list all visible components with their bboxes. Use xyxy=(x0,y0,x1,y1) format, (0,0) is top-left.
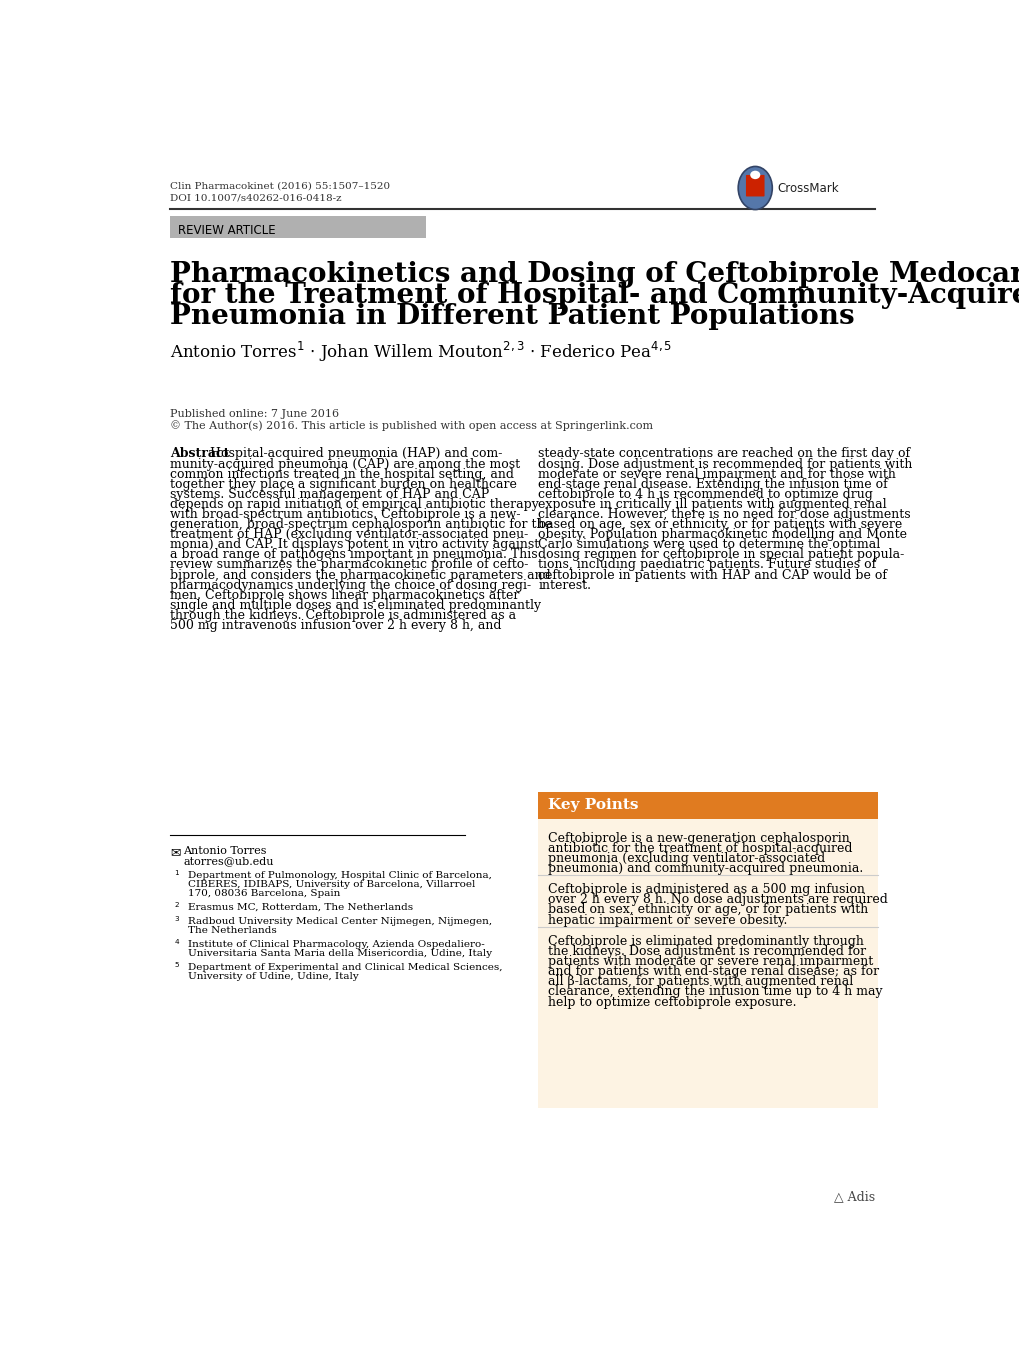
Text: $^{5}$: $^{5}$ xyxy=(174,963,180,973)
Ellipse shape xyxy=(750,171,759,179)
Text: moderate or severe renal impairment and for those with: moderate or severe renal impairment and … xyxy=(538,467,896,481)
Text: over 2 h every 8 h. No dose adjustments are required: over 2 h every 8 h. No dose adjustments … xyxy=(547,893,887,906)
Text: hepatic impairment or severe obesity.: hepatic impairment or severe obesity. xyxy=(547,913,786,927)
Text: Pharmacokinetics and Dosing of Ceftobiprole Medocaril: Pharmacokinetics and Dosing of Ceftobipr… xyxy=(170,262,1019,289)
Text: Abstract: Abstract xyxy=(170,447,229,461)
Text: pneumonia) and community-acquired pneumonia.: pneumonia) and community-acquired pneumo… xyxy=(547,862,862,875)
FancyBboxPatch shape xyxy=(538,820,876,1108)
Text: Erasmus MC, Rotterdam, The Netherlands: Erasmus MC, Rotterdam, The Netherlands xyxy=(187,902,413,912)
Text: the kidneys. Dose adjustment is recommended for: the kidneys. Dose adjustment is recommen… xyxy=(547,944,865,958)
Text: REVIEW ARTICLE: REVIEW ARTICLE xyxy=(177,224,275,237)
Text: review summarizes the pharmacokinetic profile of cefto-: review summarizes the pharmacokinetic pr… xyxy=(170,558,528,572)
Text: for the Treatment of Hospital- and Community-Acquired: for the Treatment of Hospital- and Commu… xyxy=(170,282,1019,309)
Text: single and multiple doses and is eliminated predominantly: single and multiple doses and is elimina… xyxy=(170,599,541,612)
Text: The Netherlands: The Netherlands xyxy=(187,925,276,935)
Text: all β-lactams, for patients with augmented renal: all β-lactams, for patients with augment… xyxy=(547,976,852,988)
Text: Institute of Clinical Pharmacology, Azienda Ospedaliero-: Institute of Clinical Pharmacology, Azie… xyxy=(187,940,484,950)
Text: Radboud University Medical Center Nijmegen, Nijmegen,: Radboud University Medical Center Nijmeg… xyxy=(187,917,491,927)
Text: Department of Pulmonology, Hospital Clinic of Barcelona,: Department of Pulmonology, Hospital Clin… xyxy=(187,871,491,879)
Text: steady-state concentrations are reached on the first day of: steady-state concentrations are reached … xyxy=(538,447,910,461)
Text: dosing regimen for ceftobiprole in special patient popula-: dosing regimen for ceftobiprole in speci… xyxy=(538,549,904,561)
Text: Ceftobiprole is administered as a 500 mg infusion: Ceftobiprole is administered as a 500 mg… xyxy=(547,883,863,896)
Text: systems. Successful management of HAP and CAP: systems. Successful management of HAP an… xyxy=(170,488,489,501)
Text: patients with moderate or severe renal impairment: patients with moderate or severe renal i… xyxy=(547,955,872,967)
Text: Clin Pharmacokinet (2016) 55:1507–1520: Clin Pharmacokinet (2016) 55:1507–1520 xyxy=(170,182,390,191)
Text: end-stage renal disease. Extending the infusion time of: end-stage renal disease. Extending the i… xyxy=(538,478,888,491)
Text: $^{4}$: $^{4}$ xyxy=(174,940,180,950)
Ellipse shape xyxy=(738,167,771,210)
Text: pneumonia (excluding ventilator-associated: pneumonia (excluding ventilator-associat… xyxy=(547,852,824,864)
Text: Carlo simulations were used to determine the optimal: Carlo simulations were used to determine… xyxy=(538,538,879,551)
Text: CrossMark: CrossMark xyxy=(776,182,838,195)
Text: Ceftobiprole is a new-generation cephalosporin: Ceftobiprole is a new-generation cephalo… xyxy=(547,832,849,844)
Text: 500 mg intravenous infusion over 2 h every 8 h, and: 500 mg intravenous infusion over 2 h eve… xyxy=(170,619,501,631)
Text: Published online: 7 June 2016: Published online: 7 June 2016 xyxy=(170,409,339,419)
Text: depends on rapid initiation of empirical antibiotic therapy: depends on rapid initiation of empirical… xyxy=(170,497,538,511)
Text: pharmacodynamics underlying the choice of dosing regi-: pharmacodynamics underlying the choice o… xyxy=(170,579,531,592)
Text: based on sex, ethnicity or age, or for patients with: based on sex, ethnicity or age, or for p… xyxy=(547,904,867,916)
Text: Ceftobiprole is eliminated predominantly through: Ceftobiprole is eliminated predominantly… xyxy=(547,935,862,947)
Text: common infections treated in the hospital setting, and: common infections treated in the hospita… xyxy=(170,467,514,481)
Text: Key Points: Key Points xyxy=(547,798,638,812)
Text: © The Author(s) 2016. This article is published with open access at Springerlink: © The Author(s) 2016. This article is pu… xyxy=(170,420,652,431)
Text: CIBERES, IDIBAPS, University of Barcelona, Villarroel: CIBERES, IDIBAPS, University of Barcelon… xyxy=(187,879,475,889)
Text: a broad range of pathogens important in pneumonia. This: a broad range of pathogens important in … xyxy=(170,549,537,561)
Text: generation, broad-spectrum cephalosporin antibiotic for the: generation, broad-spectrum cephalosporin… xyxy=(170,518,551,531)
Text: Department of Experimental and Clinical Medical Sciences,: Department of Experimental and Clinical … xyxy=(187,963,502,973)
Text: Antonio Torres$^{1}$ $\cdot$ Johan Willem Mouton$^{2,3}$ $\cdot$ Federico Pea$^{: Antonio Torres$^{1}$ $\cdot$ Johan Wille… xyxy=(170,340,672,363)
Text: ✉: ✉ xyxy=(170,847,180,859)
Text: with broad-spectrum antibiotics. Ceftobiprole is a new-: with broad-spectrum antibiotics. Ceftobi… xyxy=(170,508,520,522)
Text: men. Ceftobiprole shows linear pharmacokinetics after: men. Ceftobiprole shows linear pharmacok… xyxy=(170,588,519,602)
Text: dosing. Dose adjustment is recommended for patients with: dosing. Dose adjustment is recommended f… xyxy=(538,458,912,470)
Text: interest.: interest. xyxy=(538,579,591,592)
Text: $^{2}$: $^{2}$ xyxy=(174,902,179,912)
FancyBboxPatch shape xyxy=(170,217,426,238)
Text: biprole, and considers the pharmacokinetic parameters and: biprole, and considers the pharmacokinet… xyxy=(170,569,550,581)
Text: and for patients with end-stage renal disease; as for: and for patients with end-stage renal di… xyxy=(547,965,877,978)
Text: ceftobiprole to 4 h is recommended to optimize drug: ceftobiprole to 4 h is recommended to op… xyxy=(538,488,872,501)
Text: Antonio Torres: Antonio Torres xyxy=(183,847,267,856)
Text: clearance. However, there is no need for dose adjustments: clearance. However, there is no need for… xyxy=(538,508,910,522)
Text: △ Adis: △ Adis xyxy=(834,1191,874,1203)
Text: antibiotic for the treatment of hospital-acquired: antibiotic for the treatment of hospital… xyxy=(547,841,851,855)
Text: Hospital-acquired pneumonia (HAP) and com-: Hospital-acquired pneumonia (HAP) and co… xyxy=(210,447,502,461)
Text: 170, 08036 Barcelona, Spain: 170, 08036 Barcelona, Spain xyxy=(187,889,340,898)
Text: help to optimize ceftobiprole exposure.: help to optimize ceftobiprole exposure. xyxy=(547,996,795,1008)
Text: monia) and CAP. It displays potent in vitro activity against: monia) and CAP. It displays potent in vi… xyxy=(170,538,539,551)
Text: ceftobiprole in patients with HAP and CAP would be of: ceftobiprole in patients with HAP and CA… xyxy=(538,569,887,581)
Text: $^{3}$: $^{3}$ xyxy=(174,917,180,927)
Text: clearance, extending the infusion time up to 4 h may: clearance, extending the infusion time u… xyxy=(547,985,881,999)
Text: University of Udine, Udine, Italy: University of Udine, Udine, Italy xyxy=(187,973,359,981)
Text: together they place a significant burden on healthcare: together they place a significant burden… xyxy=(170,478,517,491)
Text: atorres@ub.edu: atorres@ub.edu xyxy=(183,856,273,866)
Text: Pneumonia in Different Patient Populations: Pneumonia in Different Patient Populatio… xyxy=(170,302,854,329)
Text: obesity. Population pharmacokinetic modelling and Monte: obesity. Population pharmacokinetic mode… xyxy=(538,528,906,541)
Text: $^{1}$: $^{1}$ xyxy=(174,871,180,879)
FancyBboxPatch shape xyxy=(538,791,876,820)
Text: DOI 10.1007/s40262-016-0418-z: DOI 10.1007/s40262-016-0418-z xyxy=(170,194,341,202)
Text: exposure in critically ill patients with augmented renal: exposure in critically ill patients with… xyxy=(538,497,886,511)
FancyBboxPatch shape xyxy=(745,175,764,196)
Text: through the kidneys. Ceftobiprole is administered as a: through the kidneys. Ceftobiprole is adm… xyxy=(170,608,516,622)
Text: tions, including paediatric patients. Future studies of: tions, including paediatric patients. Fu… xyxy=(538,558,875,572)
Text: based on age, sex or ethnicity, or for patients with severe: based on age, sex or ethnicity, or for p… xyxy=(538,518,902,531)
Text: Universitaria Santa Maria della Misericordia, Udine, Italy: Universitaria Santa Maria della Miserico… xyxy=(187,948,491,958)
Text: munity-acquired pneumonia (CAP) are among the most: munity-acquired pneumonia (CAP) are amon… xyxy=(170,458,520,470)
Text: treatment of HAP (excluding ventilator-associated pneu-: treatment of HAP (excluding ventilator-a… xyxy=(170,528,528,541)
